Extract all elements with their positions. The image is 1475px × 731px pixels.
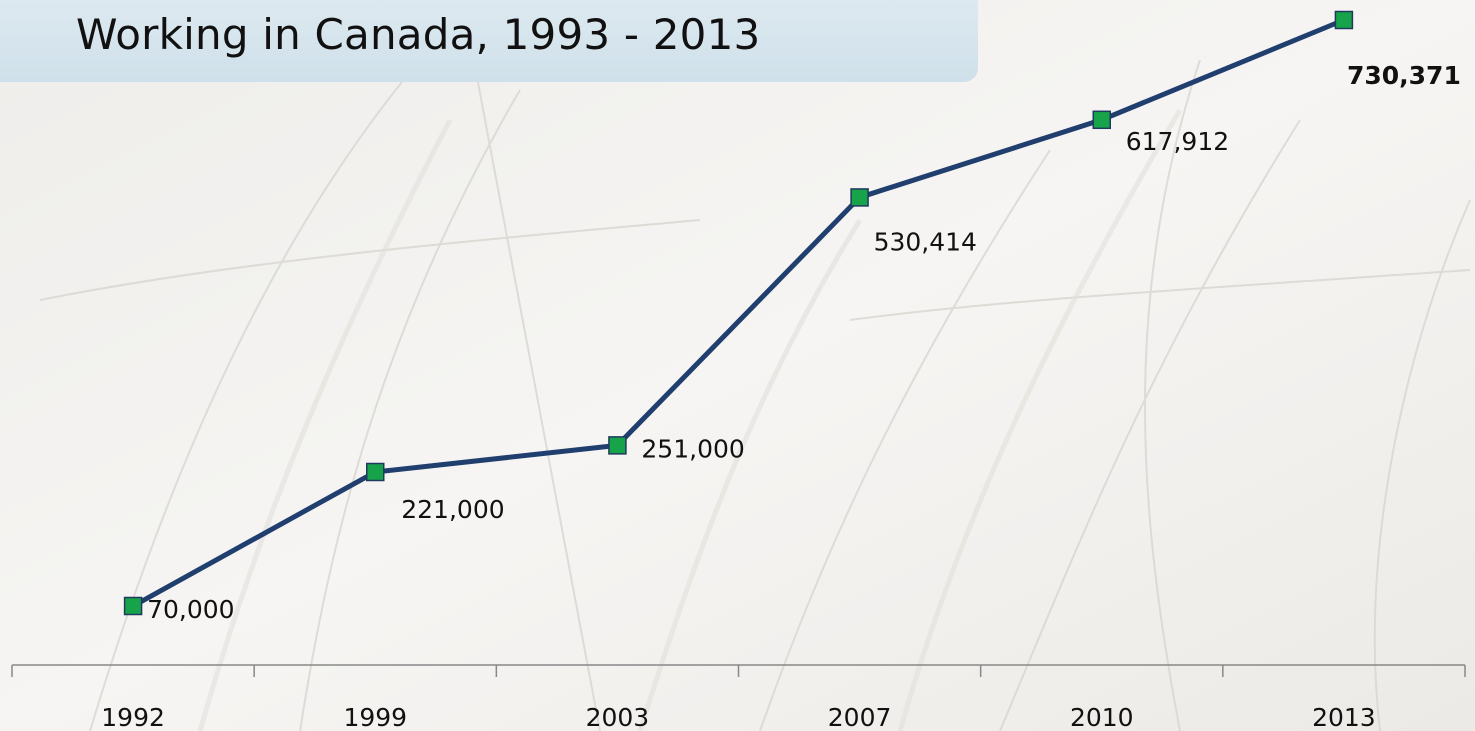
chart-title: Working in Canada, 1993 - 2013 [76,10,761,59]
data-point-marker-1999 [366,462,385,482]
data-point-marker-2007 [850,188,869,207]
x-tick-label-2003: 2003 [586,703,650,731]
data-label-1992: 70,000 [147,595,234,624]
series-line [131,17,1345,609]
data-label-1999: 221,000 [401,495,504,524]
data-point-marker-2013 [1334,10,1354,30]
x-tick-label-1992: 1992 [101,703,165,731]
x-tick-label-2007: 2007 [828,703,892,731]
x-tick-label-2013: 2013 [1312,703,1376,731]
data-point-marker-1992 [123,596,143,616]
data-point-marker-2003 [608,436,627,455]
data-label-2003: 251,000 [641,434,744,463]
x-tick-label-2010: 2010 [1070,703,1134,731]
data-label-2010: 617,912 [1126,127,1229,156]
data-label-2013: 730,371 [1347,61,1461,90]
x-tick-label-1999: 1999 [343,703,407,731]
data-point-marker-2010 [1092,110,1111,130]
title-banner: Working in Canada, 1993 - 2013 [0,0,978,82]
data-label-2007: 530,414 [874,227,977,256]
